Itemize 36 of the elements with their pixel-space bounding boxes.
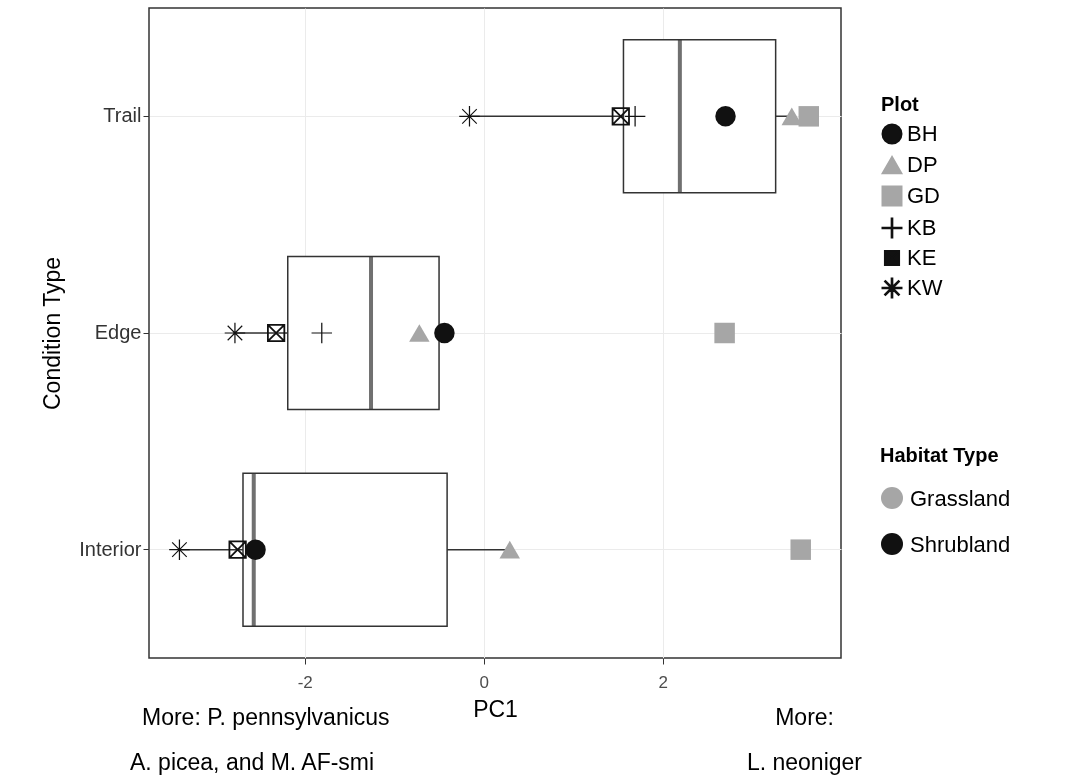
point — [311, 322, 333, 344]
legend-label: GD — [907, 183, 940, 208]
point — [409, 324, 430, 342]
legend-label: KB — [907, 215, 937, 240]
point — [714, 322, 735, 344]
legend-label: KW — [907, 275, 943, 300]
text: L. neoniger — [746, 749, 862, 776]
y-tick-label: Interior — [79, 537, 142, 560]
point — [611, 107, 630, 126]
point — [434, 322, 455, 344]
point — [715, 106, 736, 127]
point — [790, 539, 811, 560]
text: A. picea, and M. AF-smi — [130, 749, 375, 776]
x-tick-label: 0 — [479, 672, 490, 692]
point — [798, 106, 820, 127]
x-tick-label: 2 — [658, 672, 669, 692]
legend-label: BH — [907, 121, 938, 146]
text: More: P. pennsylvanicus — [142, 704, 390, 731]
point — [228, 540, 247, 559]
point — [624, 106, 646, 127]
legend-label: KE — [907, 245, 937, 270]
point — [499, 540, 521, 559]
legend-label: Shrubland — [910, 532, 1011, 557]
legend-label: DP — [907, 152, 938, 177]
text: Plot — [881, 93, 919, 115]
x-tick-label: -2 — [297, 672, 313, 692]
point — [267, 323, 286, 343]
y-tick-label: Edge — [94, 321, 142, 343]
point — [224, 322, 246, 344]
point — [245, 539, 266, 560]
y-axis-title: Condition Type — [39, 256, 66, 411]
y-tick-label: Trail — [103, 104, 142, 127]
text: Habitat Type — [880, 444, 999, 466]
legend-label: Grassland — [910, 486, 1011, 511]
x-axis-title: PC1 — [473, 695, 518, 722]
text: More: — [775, 704, 834, 731]
